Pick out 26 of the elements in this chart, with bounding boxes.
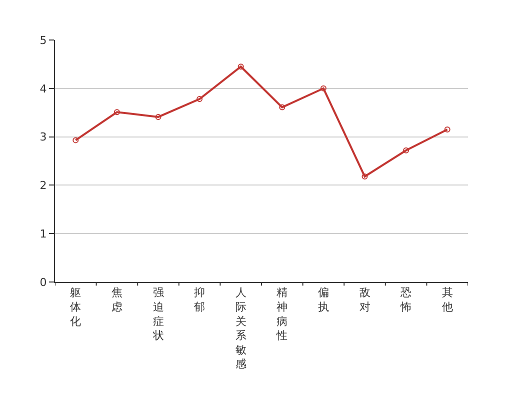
x-tick-label: 恐怖 <box>400 286 412 314</box>
x-tick-label: 敌对 <box>359 286 370 314</box>
y-tick-label: 3 <box>40 130 47 144</box>
point <box>444 126 450 133</box>
x-tick-label: 强迫症状 <box>152 286 164 342</box>
point <box>362 173 368 180</box>
x-tick-label: 偏执 <box>318 286 329 314</box>
x-tick-label: 抑郁 <box>194 286 206 314</box>
point <box>238 64 244 70</box>
y-tick-label: 0 <box>40 276 47 289</box>
point <box>72 137 79 144</box>
x-tick-label: 其他 <box>442 286 453 314</box>
y-tick-label: 1 <box>40 227 47 240</box>
x-tick-label: 躯体化 <box>70 286 82 328</box>
point <box>196 96 203 102</box>
x-tick-label: 焦虑 <box>111 286 122 314</box>
point <box>155 114 162 120</box>
x-tick-label: 人际关系敏感 <box>235 286 246 371</box>
x-tick-label: 精神病性 <box>276 286 288 342</box>
point <box>403 147 410 154</box>
point <box>114 109 120 116</box>
y-tick-label: 4 <box>40 82 47 96</box>
y-tick-label: 5 <box>40 34 47 47</box>
y-tick-label: 2 <box>40 179 47 192</box>
point <box>279 104 286 110</box>
point <box>320 85 326 92</box>
